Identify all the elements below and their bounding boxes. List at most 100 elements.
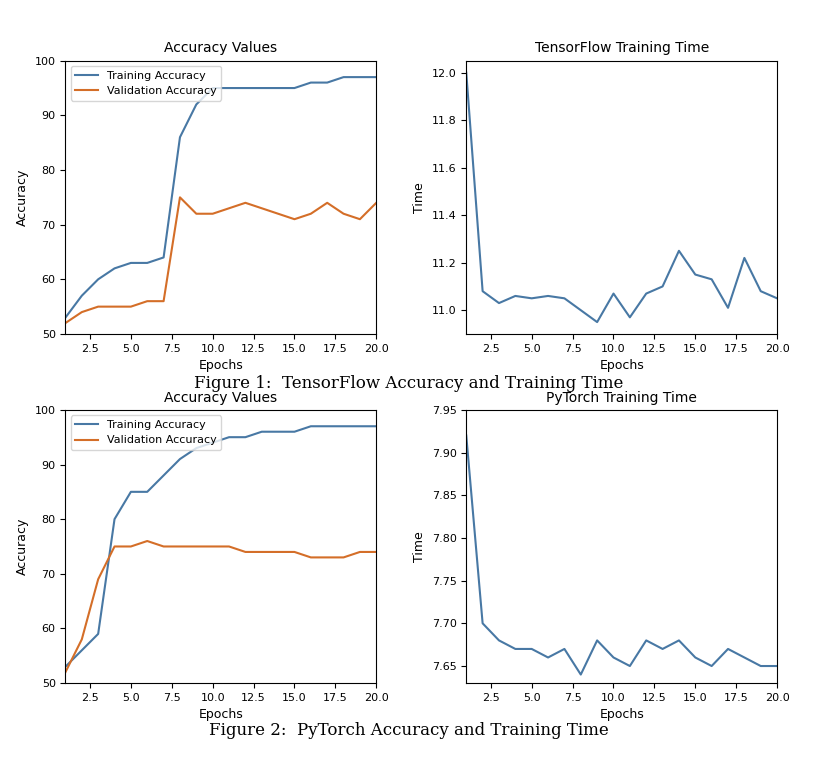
Validation Accuracy [306,553,316,562]
X-axis label: Epochs: Epochs [199,708,243,721]
Validation Accuracy [208,209,218,219]
Validation Accuracy [240,198,250,207]
Validation Accuracy [257,203,267,213]
Training Accuracy [224,83,234,93]
Training Accuracy [126,258,136,267]
Line: Validation Accuracy: Validation Accuracy [65,197,376,323]
X-axis label: Epochs: Epochs [199,359,243,372]
Line: Validation Accuracy: Validation Accuracy [65,541,376,672]
Training Accuracy [306,78,316,87]
Training Accuracy [61,313,70,322]
Y-axis label: Time: Time [413,531,426,562]
Training Accuracy [142,258,152,267]
Training Accuracy [240,83,250,93]
Validation Accuracy [355,547,365,556]
Training Accuracy [371,422,381,431]
Training Accuracy [257,427,267,436]
Validation Accuracy [110,542,119,551]
Validation Accuracy [175,193,185,202]
Validation Accuracy [77,635,87,644]
Training Accuracy [355,422,365,431]
Validation Accuracy [61,319,70,328]
Training Accuracy [93,629,103,638]
Validation Accuracy [257,547,267,556]
Validation Accuracy [142,297,152,306]
Legend: Training Accuracy, Validation Accuracy: Training Accuracy, Validation Accuracy [71,66,221,101]
Validation Accuracy [175,542,185,551]
Training Accuracy [61,662,70,671]
Validation Accuracy [371,198,381,207]
Validation Accuracy [290,215,299,224]
Training Accuracy [175,455,185,464]
Validation Accuracy [322,198,332,207]
Text: Figure 1:  TensorFlow Accuracy and Training Time: Figure 1: TensorFlow Accuracy and Traini… [195,375,623,392]
Validation Accuracy [371,547,381,556]
Validation Accuracy [191,542,201,551]
Validation Accuracy [273,209,283,219]
Validation Accuracy [224,203,234,213]
Training Accuracy [339,422,348,431]
Training Accuracy [191,100,201,109]
Training Accuracy [208,438,218,447]
Title: Accuracy Values: Accuracy Values [164,391,277,405]
Training Accuracy [142,487,152,496]
Validation Accuracy [306,209,316,219]
Validation Accuracy [126,302,136,311]
Training Accuracy [126,487,136,496]
Title: TensorFlow Training Time: TensorFlow Training Time [534,42,709,55]
Training Accuracy [191,443,201,452]
Training Accuracy [77,646,87,655]
Training Accuracy [257,83,267,93]
Training Accuracy [93,275,103,284]
Training Accuracy [322,422,332,431]
Validation Accuracy [126,542,136,551]
Validation Accuracy [208,542,218,551]
Training Accuracy [273,83,283,93]
Training Accuracy [290,427,299,436]
Validation Accuracy [355,215,365,224]
Title: PyTorch Training Time: PyTorch Training Time [546,391,697,405]
Legend: Training Accuracy, Validation Accuracy: Training Accuracy, Validation Accuracy [71,415,221,450]
Validation Accuracy [77,307,87,317]
Training Accuracy [77,291,87,301]
Training Accuracy [159,471,169,480]
Line: Training Accuracy: Training Accuracy [65,427,376,666]
Validation Accuracy [61,668,70,677]
Training Accuracy [159,253,169,262]
Training Accuracy [110,264,119,273]
Training Accuracy [355,73,365,82]
Validation Accuracy [240,547,250,556]
Title: Accuracy Values: Accuracy Values [164,42,277,55]
Validation Accuracy [191,209,201,219]
Training Accuracy [290,83,299,93]
Validation Accuracy [273,547,283,556]
Training Accuracy [322,78,332,87]
Validation Accuracy [339,553,348,562]
Y-axis label: Accuracy: Accuracy [16,168,29,226]
X-axis label: Epochs: Epochs [600,708,644,721]
Line: Training Accuracy: Training Accuracy [65,77,376,317]
Validation Accuracy [159,542,169,551]
Validation Accuracy [93,575,103,584]
Training Accuracy [339,73,348,82]
Training Accuracy [175,133,185,142]
Validation Accuracy [290,547,299,556]
Y-axis label: Time: Time [413,182,426,213]
Validation Accuracy [110,302,119,311]
Training Accuracy [110,515,119,524]
Training Accuracy [371,73,381,82]
Validation Accuracy [159,297,169,306]
Training Accuracy [240,433,250,442]
Validation Accuracy [224,542,234,551]
Training Accuracy [306,422,316,431]
Text: Figure 2:  PyTorch Accuracy and Training Time: Figure 2: PyTorch Accuracy and Training … [209,722,609,739]
Validation Accuracy [142,537,152,546]
Validation Accuracy [339,209,348,219]
Y-axis label: Accuracy: Accuracy [16,518,29,575]
Training Accuracy [208,83,218,93]
Validation Accuracy [322,553,332,562]
Training Accuracy [273,427,283,436]
Training Accuracy [224,433,234,442]
Validation Accuracy [93,302,103,311]
X-axis label: Epochs: Epochs [600,359,644,372]
